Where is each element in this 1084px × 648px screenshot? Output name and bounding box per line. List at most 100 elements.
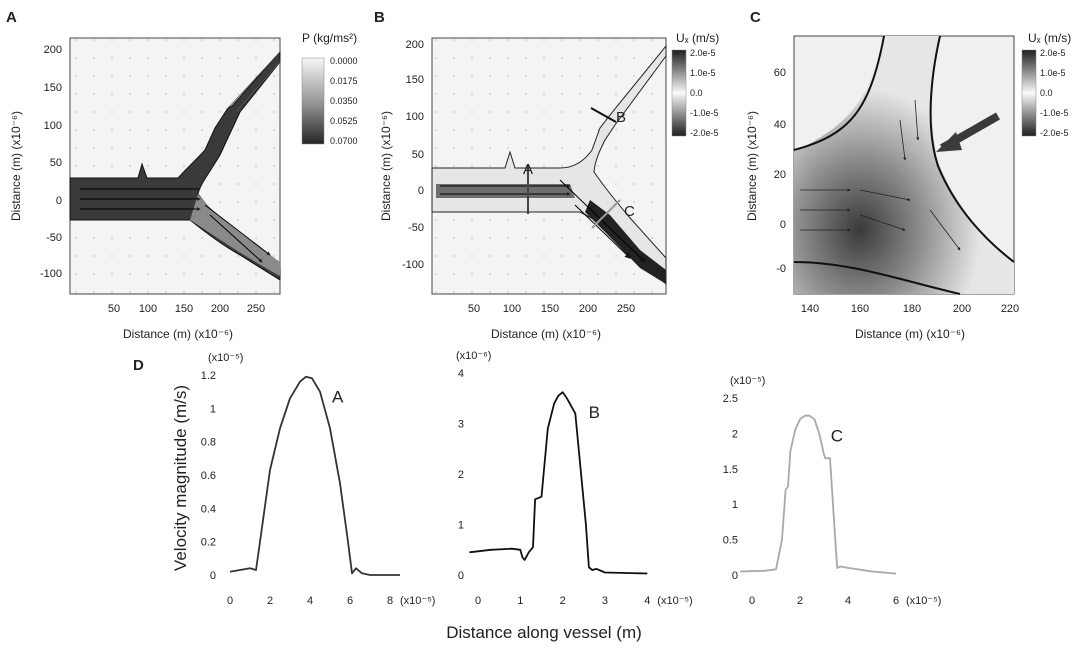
panel-b-ytick: 150 xyxy=(406,74,424,86)
chart-a-ytick: 1 xyxy=(210,403,216,415)
panel-b-cut-label-c: C xyxy=(624,203,635,220)
panel-a-colorbar-tick: 0.0525 xyxy=(330,116,358,126)
panel-b-flow-arrows xyxy=(440,179,646,263)
panel-b-colorbar-tick: 0.0 xyxy=(690,88,703,98)
chart-a-ytick: 0.4 xyxy=(201,503,216,515)
panel-d-xlabel: Distance along vessel (m) xyxy=(446,623,642,642)
panel-a-colorbar-tick: 0.0350 xyxy=(330,96,358,106)
panel-b-ytick: 50 xyxy=(412,149,424,161)
panel-c-ytick: -0 xyxy=(776,263,786,275)
chart-b-ytick: 1 xyxy=(458,520,464,532)
panel-b-cut-b xyxy=(590,107,617,123)
panel-a-xtick: 100 xyxy=(139,303,157,315)
panel-a-ytick: 150 xyxy=(44,82,62,94)
panel-b-xtick: 250 xyxy=(617,303,635,315)
panel-a: A 200 150 100 50 0 -50 -100 50 100 150 2… xyxy=(6,9,358,341)
panel-c-colorbar xyxy=(1021,49,1037,137)
chart-b: 0 1 2 3 4 0 1 2 3 4 (x10⁻⁶) (x10⁻⁵) B xyxy=(456,350,693,607)
panel-c-lower-wall xyxy=(793,261,961,295)
panel-c-letter: C xyxy=(750,9,761,26)
chart-c-ytick: 1 xyxy=(732,499,738,511)
chart-a: 0 0.2 0.4 0.6 0.8 1 1.2 0 2 4 6 8 (x10⁻⁵) (x10⁻⁵) A xyxy=(201,352,436,607)
chart-a-xtick: 8 xyxy=(387,595,393,607)
chart-a-ytick: 0.2 xyxy=(201,537,216,549)
panel-b-cut-label-a: A xyxy=(523,161,533,178)
panel-a-colorbar-tick: 0.0000 xyxy=(330,56,358,66)
panel-a-ytick: 100 xyxy=(44,120,62,132)
panel-a-flow-arrows xyxy=(80,187,271,263)
chart-b-xtick: 3 xyxy=(602,595,608,607)
panel-a-ytick: 50 xyxy=(50,157,62,169)
chart-a-curve-label: A xyxy=(332,388,344,407)
panel-b-ytick: 100 xyxy=(406,111,424,123)
panel-c-xtick: 220 xyxy=(1001,303,1019,315)
panel-b-ylabel: Distance (m) (x10⁻⁶) xyxy=(379,111,393,221)
chart-b-xtick: 4 xyxy=(644,595,650,607)
panel-b-ytick: 200 xyxy=(406,39,424,51)
panel-b-letter: B xyxy=(374,9,385,26)
panel-b-colorbar xyxy=(671,49,687,137)
panel-c-divider-wall xyxy=(929,35,1015,263)
panel-c-ytick: 60 xyxy=(774,67,786,79)
chart-b-curve-label: B xyxy=(589,403,600,422)
chart-a-y-multiplier: (x10⁻⁵) xyxy=(208,352,243,364)
chart-c: 0 0.5 1 1.5 2 2.5 0 2 4 6 (x10⁻⁵) (x10⁻⁵) C xyxy=(723,375,942,607)
panel-c-colorbar-tick: 2.0e-5 xyxy=(1040,48,1066,58)
chart-a-xtick: 0 xyxy=(227,595,233,607)
chart-c-xtick: 2 xyxy=(797,595,803,607)
chart-a-ytick: 1.2 xyxy=(201,370,216,382)
chart-a-ytick: 0 xyxy=(210,570,216,582)
panel-a-xtick: 150 xyxy=(175,303,193,315)
panel-b-ytick: -100 xyxy=(402,259,424,271)
panel-a-ytick: 200 xyxy=(44,44,62,56)
chart-c-xtick: 4 xyxy=(845,595,851,607)
panel-b-cut-label-b: B xyxy=(616,109,626,126)
chart-b-ytick: 4 xyxy=(458,368,464,380)
panel-c-ylabel: Distance (m) (x10⁻⁶) xyxy=(745,111,759,221)
panel-c-ytick: 40 xyxy=(774,119,786,131)
chart-b-ytick: 2 xyxy=(458,469,464,481)
panel-b-cut-c xyxy=(591,199,621,229)
panel-b-ytick: 0 xyxy=(418,185,424,197)
panel-c-xlabel: Distance (m) (x10⁻⁶) xyxy=(855,327,965,341)
panel-c-flow-arrows xyxy=(800,99,961,251)
panel-a-xlabel: Distance (m) (x10⁻⁶) xyxy=(123,327,233,341)
chart-c-xtick: 0 xyxy=(749,595,755,607)
panel-b-xtick: 150 xyxy=(541,303,559,315)
chart-a-xtick: 6 xyxy=(347,595,353,607)
panel-c-colorbar-tick: 0.0 xyxy=(1040,88,1053,98)
panel-b-colorbar-title: Uₓ (m/s) xyxy=(676,31,719,45)
panel-d-ylabel: Velocity magnitude (m/s) xyxy=(171,385,190,571)
panel-a-colorbar-tick: 0.0700 xyxy=(330,136,358,146)
chart-a-xtick: 4 xyxy=(307,595,313,607)
panel-b-colorbar-tick: 2.0e-5 xyxy=(690,48,716,58)
panel-b-colorbar-tick: -2.0e-5 xyxy=(690,128,719,138)
panel-b-xtick: 100 xyxy=(503,303,521,315)
chart-c-series-line xyxy=(739,414,897,575)
chart-b-xtick: 0 xyxy=(475,595,481,607)
chart-b-xtick: 2 xyxy=(560,595,566,607)
panel-a-colorbar xyxy=(301,57,325,145)
chart-a-xtick: 2 xyxy=(267,595,273,607)
panel-b-outflow-shade xyxy=(585,200,666,284)
panel-a-colorbar-tick: 0.0175 xyxy=(330,76,358,86)
panel-d: D Velocity magnitude (m/s) Distance alon… xyxy=(133,350,941,642)
panel-a-ytick: -100 xyxy=(40,268,62,280)
panel-a-colorbar-title: P (kg/ms²) xyxy=(302,31,357,45)
panel-b-colorbar-tick: 1.0e-5 xyxy=(690,68,716,78)
chart-c-ytick: 0 xyxy=(732,570,738,582)
panel-c-xtick: 160 xyxy=(851,303,869,315)
chart-b-series-line xyxy=(469,391,648,575)
panel-c-colorbar-tick: 1.0e-5 xyxy=(1040,68,1066,78)
panel-b-xlabel: Distance (m) (x10⁻⁶) xyxy=(491,327,601,341)
chart-c-y-multiplier: (x10⁻⁵) xyxy=(730,375,765,387)
chart-c-ytick: 2 xyxy=(732,428,738,440)
panel-a-vessel-pressure xyxy=(69,50,281,281)
chart-b-x-multiplier: (x10⁻⁵) xyxy=(657,595,692,607)
chart-a-x-multiplier: (x10⁻⁵) xyxy=(400,595,435,607)
panel-c-colorbar-tick: -1.0e-5 xyxy=(1040,108,1069,118)
panel-c-colorbar-tick: -2.0e-5 xyxy=(1040,128,1069,138)
panel-a-xtick: 250 xyxy=(247,303,265,315)
panel-b-colorbar-tick: -1.0e-5 xyxy=(690,108,719,118)
panel-a-ytick: 0 xyxy=(56,195,62,207)
